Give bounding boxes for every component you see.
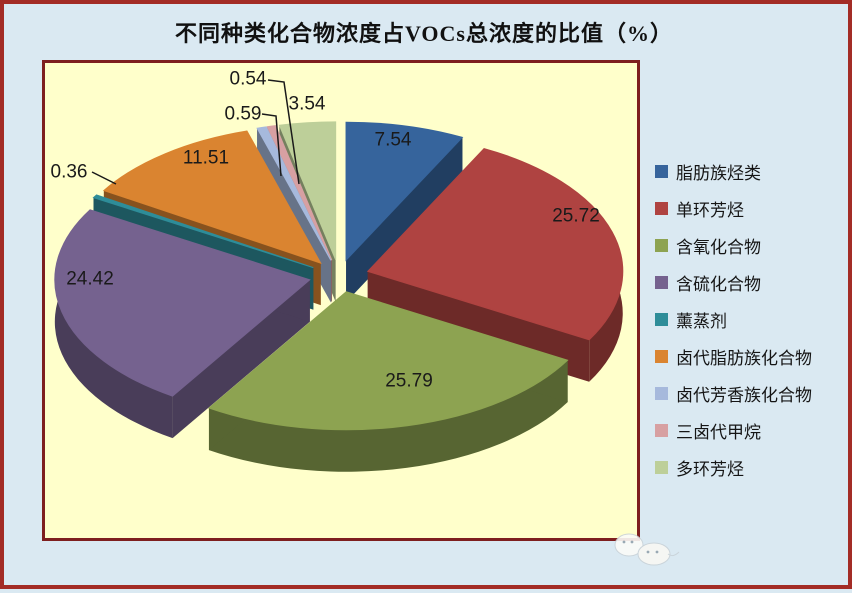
leader-line — [267, 79, 300, 185]
legend-swatch — [655, 276, 668, 289]
data-label: 25.72 — [552, 206, 600, 227]
legend-item: 含氧化合物 — [655, 234, 812, 257]
watermark-cloud-icon — [614, 533, 680, 566]
chart-title: 不同种类化合物浓度占VOCs总浓度的比值（%） — [174, 21, 673, 46]
pie-slice-4 — [54, 209, 311, 439]
pie-slice-1 — [345, 121, 464, 303]
data-label: 11.51 — [183, 148, 229, 169]
pie-slice-3 — [207, 291, 569, 472]
legend-swatch — [655, 350, 668, 363]
data-label: 0.59 — [225, 104, 262, 125]
legend-swatch — [655, 313, 668, 326]
legend-label: 三卤代甲烷 — [676, 423, 761, 442]
data-labels: 7.54 25.72 25.79 24.42 0.36 11.51 0.59 0.54 3.54 — [51, 69, 600, 392]
legend-item: 三卤代甲烷 — [655, 419, 812, 442]
legend-swatch — [655, 239, 668, 252]
legend-swatch — [655, 202, 668, 215]
legend-swatch — [655, 424, 668, 437]
data-label: 7.54 — [375, 130, 412, 151]
legend-item: 脂肪族烃类 — [655, 160, 812, 183]
legend: 脂肪族烃类单环芳烃含氧化合物含硫化合物薰蒸剂卤代脂肪族化合物 卤代芳香族化合物 三卤… — [655, 160, 812, 479]
data-label: 25.79 — [385, 371, 433, 392]
leader-line — [91, 171, 117, 185]
legend-item: 含硫化合物 — [655, 271, 812, 294]
data-label: 0.36 — [51, 162, 88, 183]
legend-item: 单环芳烃 — [655, 197, 812, 220]
pie-slices — [54, 121, 624, 472]
legend-label: 单环芳烃 — [676, 201, 744, 220]
legend-label: 含硫化合物 — [676, 275, 761, 294]
data-label: 3.54 — [289, 94, 326, 115]
legend-swatch — [655, 165, 668, 178]
legend-item: 多环芳烃 — [655, 456, 812, 479]
legend-label: 薰蒸剂 — [676, 312, 727, 331]
legend-swatch — [655, 461, 668, 474]
data-label: 0.54 — [230, 69, 267, 90]
legend-label: 多环芳烃 — [676, 460, 744, 479]
leader-line — [261, 113, 282, 177]
legend-item: 卤代芳香族化合物 — [655, 382, 812, 405]
legend-label: 卤代脂肪族化合物 — [676, 349, 812, 368]
legend-label: 卤代芳香族化合物 — [676, 386, 812, 405]
pie-slice-2 — [366, 148, 624, 382]
legend-label: 脂肪族烃类 — [676, 164, 761, 183]
legend-swatch — [655, 387, 668, 400]
legend-label: 含氧化合物 — [676, 238, 761, 257]
pie-chart-3d: 7.54 25.72 25.79 24.42 0.36 11.51 0.59 0.54 3.54 — [51, 69, 680, 566]
legend-item: 卤代脂肪族化合物 — [655, 345, 812, 368]
legend-item: 薰蒸剂 — [655, 308, 812, 331]
data-label: 24.42 — [66, 269, 114, 290]
